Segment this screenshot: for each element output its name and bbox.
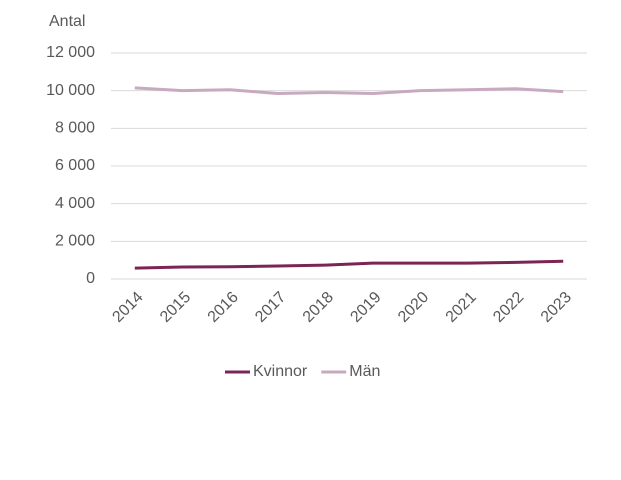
y-axis-title: Antal	[49, 13, 85, 30]
series-line	[134, 259, 564, 270]
x-tick-label: 2018	[300, 289, 337, 326]
x-tick-label: 2014	[109, 289, 146, 326]
y-tick-label: 8 000	[55, 120, 95, 137]
y-tick-label: 10 000	[46, 82, 95, 99]
legend-label: Män	[349, 363, 380, 380]
x-tick-label: 2019	[347, 289, 384, 326]
x-tick-label: 2020	[395, 289, 432, 326]
x-tick-label: 2022	[490, 289, 527, 326]
y-tick-label: 2 000	[55, 233, 95, 250]
x-tick-label: 2016	[205, 289, 242, 326]
y-tick-label: 12 000	[46, 44, 95, 61]
x-tick-label: 2017	[252, 289, 289, 326]
series-line	[134, 86, 564, 95]
y-tick-label: 0	[86, 270, 95, 287]
x-tick-label: 2021	[443, 289, 480, 326]
legend-label: Kvinnor	[253, 363, 308, 380]
x-tick-label: 2015	[157, 289, 194, 326]
y-tick-label: 4 000	[55, 195, 95, 212]
x-tick-label: 2023	[538, 289, 575, 326]
y-tick-label: 6 000	[55, 157, 95, 174]
